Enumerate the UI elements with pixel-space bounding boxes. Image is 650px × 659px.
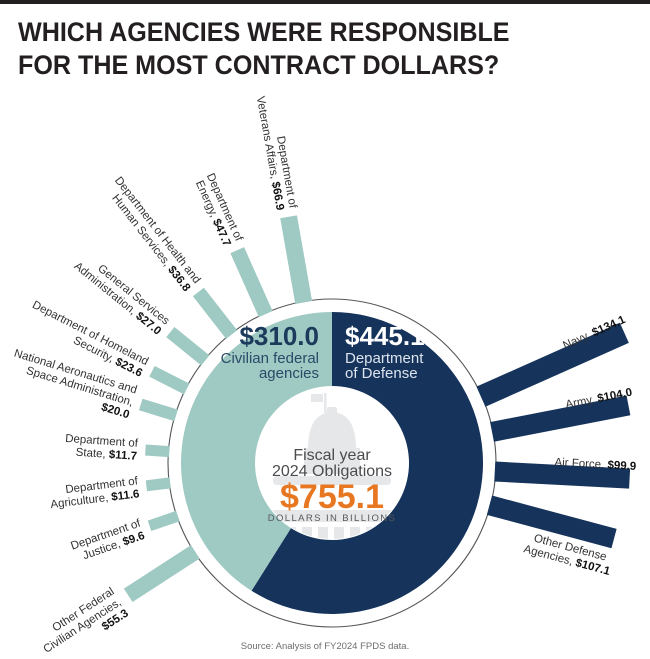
label-group-energy: Department ofEnergy, $47.7 <box>192 172 245 249</box>
center-label-line2: 2024 Obligations <box>272 463 392 480</box>
spoke-health-human-services <box>192 287 238 339</box>
source-note: Source: Analysis of FY2024 FPDS data. <box>240 641 410 652</box>
spoke-energy <box>230 247 273 318</box>
spoke-other-defense <box>486 495 617 549</box>
label-group-agriculture: Department ofAgriculture, $11.6 <box>48 475 141 511</box>
segment-defense <box>251 312 483 614</box>
segment-value-defense: $445.1 <box>345 321 425 351</box>
label-group-justice: Department ofJustice, $9.6 <box>69 517 147 565</box>
spoke-navy <box>476 322 629 407</box>
segment-name-defense-1: Department <box>345 350 424 367</box>
segment-civilian <box>181 312 332 591</box>
spoke-nasa <box>138 398 178 422</box>
spoke-agriculture <box>145 477 171 492</box>
spoke-other-federal-civilian <box>123 545 200 603</box>
label-state: Department ofState, $11.7 <box>64 433 139 463</box>
label-agriculture: Department ofAgriculture, $11.6 <box>48 475 141 511</box>
center-total-value: $755.1 <box>280 478 384 516</box>
segment-value-civilian: $310.0 <box>239 321 319 351</box>
label-energy: Department ofEnergy, $47.7 <box>192 172 245 249</box>
page-title-line1: WHICH AGENCIES WERE RESPONSIBLE <box>18 17 510 47</box>
spoke-homeland-security <box>149 365 190 395</box>
spoke-general-services <box>166 327 210 366</box>
spoke-justice <box>147 510 180 532</box>
segment-name-civilian-1: Civilian federal <box>221 350 319 367</box>
label-group-state: Department ofState, $11.7 <box>64 433 139 463</box>
label-veterans-affairs: Department ofVeterans Affairs, $66.9 <box>254 93 299 212</box>
spoke-army <box>490 395 631 442</box>
label-group-veterans-affairs: Department ofVeterans Affairs, $66.9 <box>254 93 299 212</box>
label-group-air-force: Air Force, $99.9 <box>554 457 636 473</box>
spoke-air-force <box>494 461 631 489</box>
spoke-state <box>145 444 170 458</box>
label-air-force: Air Force, $99.9 <box>554 457 636 473</box>
segment-name-civilian-2: agencies <box>259 365 319 382</box>
top-rule <box>0 0 650 4</box>
spoke-veterans-affairs <box>280 215 313 304</box>
center-label-line1: Fiscal year <box>293 447 371 464</box>
segment-name-defense-2: of Defense <box>345 365 418 382</box>
page-title-line2: FOR THE MOST CONTRACT DOLLARS? <box>18 50 500 80</box>
label-justice: Department ofJustice, $9.6 <box>69 517 147 565</box>
page-title: WHICH AGENCIES WERE RESPONSIBLE FOR THE … <box>18 16 510 82</box>
center-total-units: DOLLARS IN BILLIONS <box>268 513 397 524</box>
